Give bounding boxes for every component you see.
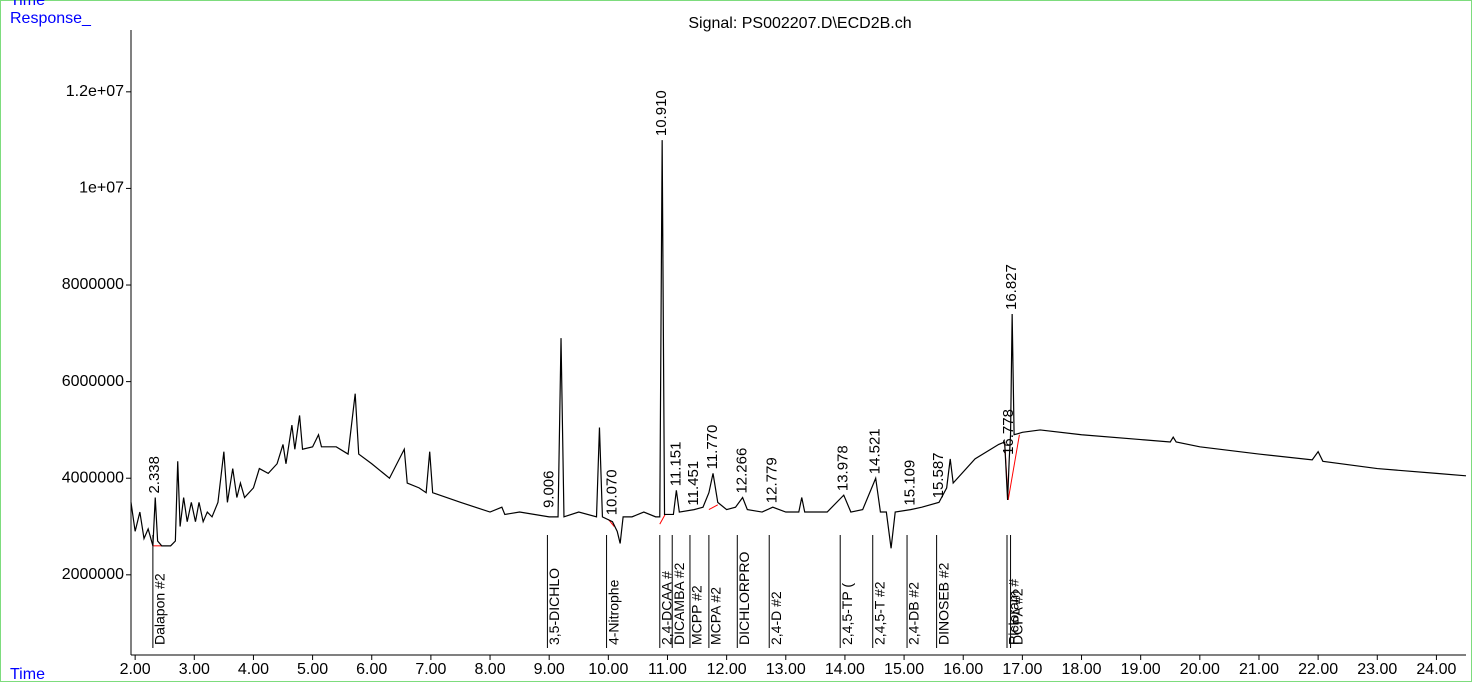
x-tick-label: 4.00 <box>238 661 269 678</box>
x-tick-label: 10.00 <box>588 661 628 678</box>
compound-label: 2,4-DB #2 <box>906 582 922 645</box>
x-tick-label: 18.00 <box>1062 661 1102 678</box>
peak-label: 14.521 <box>867 428 884 474</box>
peak-label: 11.770 <box>704 425 721 470</box>
compound-label: MCPA #2 <box>708 587 724 645</box>
x-axis-label: Time <box>10 666 45 683</box>
x-tick-label: 6.00 <box>356 661 387 678</box>
x-tick-label: 22.00 <box>1298 661 1338 678</box>
x-tick-label: 7.00 <box>415 661 446 678</box>
x-tick-label: 20.00 <box>1180 661 1220 678</box>
compound-label: 3,5-DICHLO <box>546 568 562 645</box>
y-tick-label: 1.2e+07 <box>66 83 124 100</box>
compound-label: 2,4,5-T #2 <box>871 581 887 645</box>
compound-label: Picloram # <box>1006 579 1022 645</box>
compound-label: 2,4-D #2 <box>768 591 784 645</box>
peak-label: 12.266 <box>733 448 750 494</box>
compound-label: 2,4,5-TP ( <box>839 583 855 645</box>
signal-trace <box>130 140 1467 549</box>
x-tick-label: 8.00 <box>474 661 505 678</box>
y-tick-label: 4000000 <box>62 469 124 486</box>
y-tick-label: 6000000 <box>62 373 124 390</box>
peak-label: 9.006 <box>541 470 558 508</box>
x-tick-label: 13.00 <box>766 661 806 678</box>
compound-label: DINOSEB #2 <box>935 562 951 645</box>
compound-label: Dalapon #2 <box>152 573 168 645</box>
y-axis-label: Response_ <box>10 10 92 27</box>
integration-baseline <box>708 504 719 511</box>
y-tick-label: 2000000 <box>62 566 124 583</box>
peak-label: 12.779 <box>764 457 781 503</box>
x-tick-label: 11.00 <box>648 661 687 678</box>
x-tick-label: 9.00 <box>534 661 565 678</box>
x-tick-label: 5.00 <box>297 661 328 678</box>
x-tick-label: 14.00 <box>825 661 865 678</box>
compound-label: MCPP #2 <box>689 585 705 645</box>
y-tick-label: 8000000 <box>62 276 124 293</box>
peak-label: 16.827 <box>1003 264 1020 310</box>
compound-label: DICHLORPRO <box>736 552 752 645</box>
x-tick-label: 19.00 <box>1121 661 1161 678</box>
peak-label: 10.910 <box>653 90 670 136</box>
peak-label: 2.338 <box>146 456 163 494</box>
peak-label: 16.778 <box>1000 409 1017 455</box>
x-tick-label: 3.00 <box>179 661 210 678</box>
peak-label: 15.587 <box>930 452 947 498</box>
integration-baseline <box>1007 434 1020 501</box>
x-tick-label: 12.00 <box>707 661 747 678</box>
x-tick-label: 15.00 <box>884 661 924 678</box>
compound-label: DICAMBA #2 <box>671 562 687 645</box>
x-tick-label: 21.00 <box>1239 661 1279 678</box>
peak-label: 10.070 <box>603 469 620 515</box>
x-tick-label: 16.00 <box>943 661 983 678</box>
top-label: Time <box>10 0 45 9</box>
compound-label: 2,4-DCAA # <box>658 571 674 645</box>
compound-label: 4-Nitrophe <box>605 579 621 645</box>
x-tick-label: 17.00 <box>1002 661 1042 678</box>
peak-label: 15.109 <box>901 460 918 506</box>
chart-title: Signal: PS002207.D\ECD2B.ch <box>688 15 911 32</box>
peak-label: 13.978 <box>835 445 852 491</box>
peak-label: 11.451 <box>685 461 702 506</box>
compound-label: DCPA #2 <box>1009 588 1025 645</box>
peak-label: 11.151 <box>667 442 684 487</box>
y-tick-label: 1e+07 <box>79 180 124 197</box>
x-tick-label: 2.00 <box>120 661 151 678</box>
x-tick-label: 23.00 <box>1357 661 1397 678</box>
integration-baseline <box>659 514 666 525</box>
x-tick-label: 24.00 <box>1416 661 1456 678</box>
